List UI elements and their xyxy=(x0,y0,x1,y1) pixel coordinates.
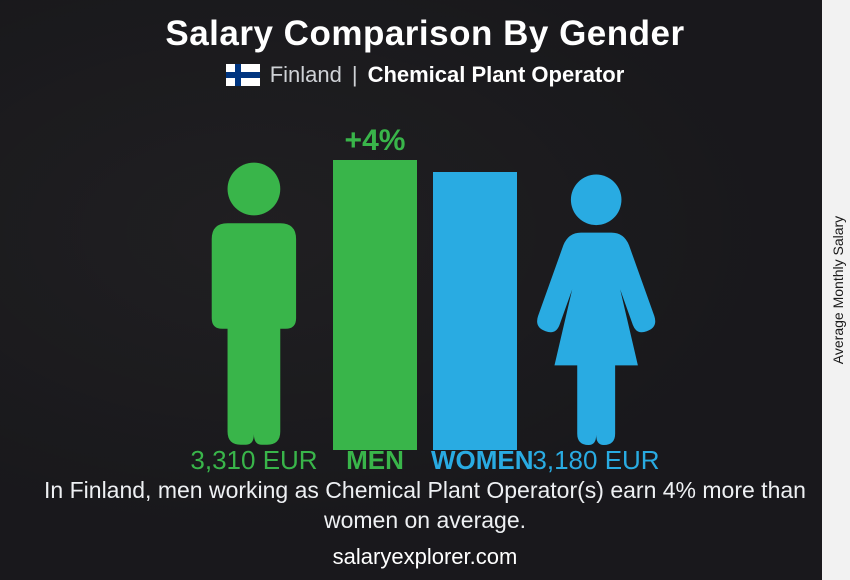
women-bar-column xyxy=(431,130,519,450)
men-label: MEN xyxy=(331,445,419,476)
separator: | xyxy=(352,62,358,88)
male-icon xyxy=(188,160,320,450)
men-salary: 3,310 EUR xyxy=(189,445,319,476)
country-label: Finland xyxy=(270,62,342,88)
women-salary: 3,180 EUR xyxy=(531,445,661,476)
women-icon-column xyxy=(531,172,661,450)
female-icon xyxy=(533,172,659,450)
men-icon-column xyxy=(189,160,319,450)
caption-text: In Finland, men working as Chemical Plan… xyxy=(40,476,810,536)
finland-flag-icon xyxy=(226,64,260,86)
labels-row: 3,310 EUR MEN WOMEN 3,180 EUR xyxy=(0,445,850,476)
men-bar-column: +4% xyxy=(331,130,419,450)
site-footer: salaryexplorer.com xyxy=(0,544,850,570)
men-bar xyxy=(333,160,417,450)
chart-area: +4% xyxy=(0,100,850,450)
women-label: WOMEN xyxy=(431,445,519,476)
percent-diff-label: +4% xyxy=(345,124,406,158)
job-title: Chemical Plant Operator xyxy=(368,62,625,88)
subtitle-row: Finland | Chemical Plant Operator xyxy=(0,62,850,88)
women-bar xyxy=(433,172,517,450)
main-title: Salary Comparison By Gender xyxy=(0,0,850,54)
